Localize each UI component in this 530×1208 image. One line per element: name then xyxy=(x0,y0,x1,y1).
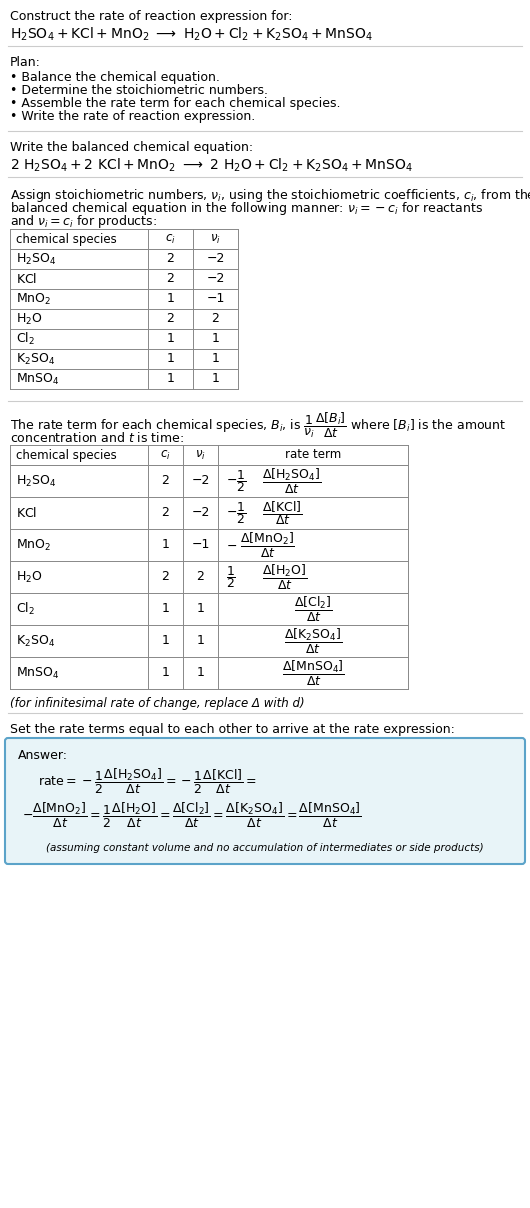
Text: 2: 2 xyxy=(197,570,205,583)
Text: −2: −2 xyxy=(191,506,210,519)
Text: $\dfrac{\Delta[\mathregular{Cl_2}]}{\Delta t}$: $\dfrac{\Delta[\mathregular{Cl_2}]}{\Del… xyxy=(294,594,332,623)
Text: • Assemble the rate term for each chemical species.: • Assemble the rate term for each chemic… xyxy=(10,97,340,110)
Text: 1: 1 xyxy=(211,372,219,385)
FancyBboxPatch shape xyxy=(5,738,525,864)
Text: −1: −1 xyxy=(191,539,210,552)
Text: $\mathregular{Cl_2}$: $\mathregular{Cl_2}$ xyxy=(16,600,35,617)
Text: −2: −2 xyxy=(206,252,225,266)
Text: 2: 2 xyxy=(162,475,170,488)
Text: $\nu_i$: $\nu_i$ xyxy=(195,448,206,461)
Text: 2: 2 xyxy=(166,252,174,266)
Text: −2: −2 xyxy=(206,273,225,285)
Text: 1: 1 xyxy=(166,353,174,366)
Text: 1: 1 xyxy=(197,634,205,647)
Text: 1: 1 xyxy=(166,372,174,385)
Text: $\mathrm{rate} = -\dfrac{1}{2}\dfrac{\Delta[\mathregular{H_2SO_4}]}{\Delta t}= -: $\mathrm{rate} = -\dfrac{1}{2}\dfrac{\De… xyxy=(38,767,257,796)
Text: Answer:: Answer: xyxy=(18,749,68,762)
Text: (for infinitesimal rate of change, replace Δ with d): (for infinitesimal rate of change, repla… xyxy=(10,697,305,710)
Text: • Write the rate of reaction expression.: • Write the rate of reaction expression. xyxy=(10,110,255,123)
Text: chemical species: chemical species xyxy=(16,448,117,461)
Text: $\mathregular{2\ H_2SO_4 + 2\ KCl + MnO_2\ \longrightarrow\ 2\ H_2O + Cl_2 + K_2: $\mathregular{2\ H_2SO_4 + 2\ KCl + MnO_… xyxy=(10,157,413,174)
Text: $\mathregular{MnO_2}$: $\mathregular{MnO_2}$ xyxy=(16,291,51,307)
Text: $\mathregular{K_2SO_4}$: $\mathregular{K_2SO_4}$ xyxy=(16,633,55,649)
Text: $\mathregular{H_2SO_4 + KCl + MnO_2\ \longrightarrow\ H_2O + Cl_2 + K_2SO_4 + Mn: $\mathregular{H_2SO_4 + KCl + MnO_2\ \lo… xyxy=(10,27,373,43)
Text: $-\dfrac{\Delta[\mathregular{MnO_2}]}{\Delta t} = \dfrac{1}{2}\dfrac{\Delta[\mat: $-\dfrac{\Delta[\mathregular{MnO_2}]}{\D… xyxy=(22,801,362,830)
Text: • Determine the stoichiometric numbers.: • Determine the stoichiometric numbers. xyxy=(10,85,268,97)
Text: 1: 1 xyxy=(197,667,205,679)
Text: $\dfrac{\Delta[\mathregular{K_2SO_4}]}{\Delta t}$: $\dfrac{\Delta[\mathregular{K_2SO_4}]}{\… xyxy=(284,627,342,656)
Text: $\mathregular{K_2SO_4}$: $\mathregular{K_2SO_4}$ xyxy=(16,352,55,366)
Text: 2: 2 xyxy=(162,570,170,583)
Text: balanced chemical equation in the following manner: $\nu_i = -c_i$ for reactants: balanced chemical equation in the follow… xyxy=(10,201,483,217)
Text: $\mathregular{KCl}$: $\mathregular{KCl}$ xyxy=(16,272,37,286)
Text: 1: 1 xyxy=(162,539,170,552)
Text: 2: 2 xyxy=(166,313,174,325)
Text: $-\dfrac{1}{2}$: $-\dfrac{1}{2}$ xyxy=(226,500,246,525)
Text: $\dfrac{\Delta[\mathregular{MnO_2}]}{\Delta t}$: $\dfrac{\Delta[\mathregular{MnO_2}]}{\De… xyxy=(240,530,295,559)
Text: Set the rate terms equal to each other to arrive at the rate expression:: Set the rate terms equal to each other t… xyxy=(10,724,455,736)
Text: and $\nu_i = c_i$ for products:: and $\nu_i = c_i$ for products: xyxy=(10,213,157,230)
Text: $\dfrac{\Delta[\mathregular{H_2SO_4}]}{\Delta t}$: $\dfrac{\Delta[\mathregular{H_2SO_4}]}{\… xyxy=(262,466,322,495)
Text: $\mathregular{MnSO_4}$: $\mathregular{MnSO_4}$ xyxy=(16,371,59,387)
Text: $\dfrac{\Delta[\mathregular{KCl}]}{\Delta t}$: $\dfrac{\Delta[\mathregular{KCl}]}{\Delt… xyxy=(262,499,303,527)
Text: concentration and $t$ is time:: concentration and $t$ is time: xyxy=(10,431,184,445)
Text: $\mathregular{MnO_2}$: $\mathregular{MnO_2}$ xyxy=(16,538,51,552)
Text: The rate term for each chemical species, $B_i$, is $\dfrac{1}{\nu_i}\dfrac{\Delt: The rate term for each chemical species,… xyxy=(10,411,506,440)
Text: $\nu_i$: $\nu_i$ xyxy=(210,232,221,245)
Text: 1: 1 xyxy=(162,634,170,647)
Text: $\dfrac{\Delta[\mathregular{H_2O}]}{\Delta t}$: $\dfrac{\Delta[\mathregular{H_2O}]}{\Del… xyxy=(262,563,307,592)
Text: $\mathregular{H_2O}$: $\mathregular{H_2O}$ xyxy=(16,569,42,585)
Text: $\dfrac{\Delta[\mathregular{MnSO_4}]}{\Delta t}$: $\dfrac{\Delta[\mathregular{MnSO_4}]}{\D… xyxy=(281,658,344,687)
Text: $c_i$: $c_i$ xyxy=(160,448,171,461)
Text: 1: 1 xyxy=(197,603,205,616)
Text: $\mathregular{MnSO_4}$: $\mathregular{MnSO_4}$ xyxy=(16,666,59,680)
Text: $c_i$: $c_i$ xyxy=(165,232,176,245)
Text: 1: 1 xyxy=(166,332,174,345)
Text: chemical species: chemical species xyxy=(16,232,117,245)
Text: $\mathregular{H_2O}$: $\mathregular{H_2O}$ xyxy=(16,312,42,326)
Text: −2: −2 xyxy=(191,475,210,488)
Text: −1: −1 xyxy=(206,292,225,306)
Text: rate term: rate term xyxy=(285,448,341,461)
Text: $\mathregular{KCl}$: $\mathregular{KCl}$ xyxy=(16,506,37,519)
Text: $\dfrac{1}{2}$: $\dfrac{1}{2}$ xyxy=(226,564,236,590)
Text: $\mathregular{Cl_2}$: $\mathregular{Cl_2}$ xyxy=(16,331,35,347)
Text: 1: 1 xyxy=(162,603,170,616)
Text: Assign stoichiometric numbers, $\nu_i$, using the stoichiometric coefficients, $: Assign stoichiometric numbers, $\nu_i$, … xyxy=(10,187,530,204)
Text: 1: 1 xyxy=(211,332,219,345)
Text: $\mathregular{H_2SO_4}$: $\mathregular{H_2SO_4}$ xyxy=(16,251,56,267)
Text: 2: 2 xyxy=(166,273,174,285)
Text: Write the balanced chemical equation:: Write the balanced chemical equation: xyxy=(10,141,253,153)
Text: 2: 2 xyxy=(211,313,219,325)
Text: $-\dfrac{1}{2}$: $-\dfrac{1}{2}$ xyxy=(226,467,246,494)
Text: 1: 1 xyxy=(166,292,174,306)
Text: Construct the rate of reaction expression for:: Construct the rate of reaction expressio… xyxy=(10,10,293,23)
Text: (assuming constant volume and no accumulation of intermediates or side products): (assuming constant volume and no accumul… xyxy=(46,843,484,853)
Text: $\mathregular{H_2SO_4}$: $\mathregular{H_2SO_4}$ xyxy=(16,474,56,488)
Text: $-$: $-$ xyxy=(226,539,237,552)
Text: 1: 1 xyxy=(211,353,219,366)
Text: 2: 2 xyxy=(162,506,170,519)
Text: Plan:: Plan: xyxy=(10,56,41,69)
Text: 1: 1 xyxy=(162,667,170,679)
Text: • Balance the chemical equation.: • Balance the chemical equation. xyxy=(10,71,220,85)
